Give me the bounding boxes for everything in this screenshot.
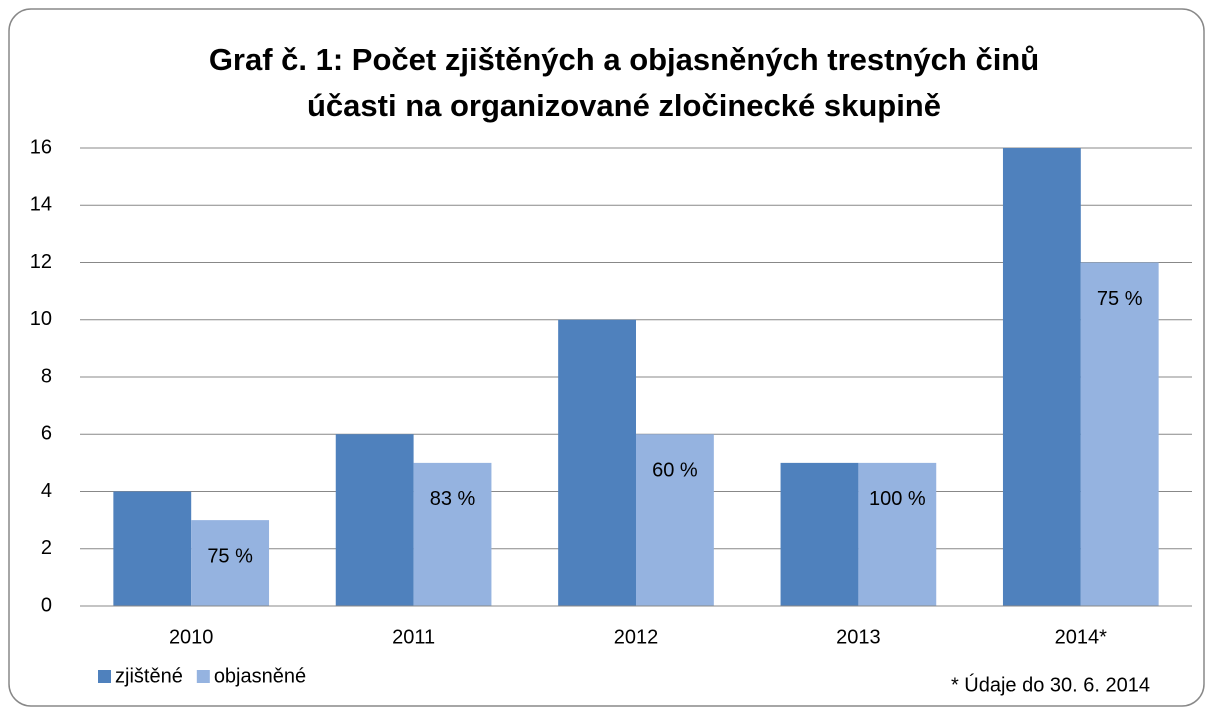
bar [113, 491, 192, 606]
y-tick-label: 6 [41, 423, 52, 445]
bar [858, 462, 937, 606]
bar [1080, 262, 1159, 606]
bar-annotation: 83 % [430, 488, 476, 510]
y-tick-label: 10 [30, 308, 52, 330]
legend-swatch [196, 670, 210, 683]
y-tick-label: 2 [41, 537, 52, 559]
bar-annotation: 75 % [207, 545, 253, 567]
y-tick-label: 4 [41, 480, 52, 502]
x-tick-label: 2013 [836, 626, 881, 648]
bar [558, 319, 636, 606]
legend-swatch [98, 670, 111, 683]
y-tick-label: 14 [30, 194, 52, 216]
bar-annotation: 100 % [869, 488, 926, 510]
x-tick-label: 2010 [169, 626, 214, 648]
chart-title: Graf č. 1: Počet zjištěných a objasněnýc… [209, 42, 1039, 77]
x-tick-label: 2011 [392, 626, 435, 648]
x-tick-label: 2012 [614, 626, 659, 648]
bar [191, 520, 270, 606]
bar [1002, 148, 1081, 606]
bar-annotation: 60 % [652, 460, 698, 482]
bar-annotation: 75 % [1097, 288, 1143, 310]
legend-label: zjištěné [115, 665, 183, 687]
bar [780, 462, 859, 606]
x-tick-label: 2014* [1055, 626, 1107, 648]
bar [636, 434, 714, 606]
y-tick-label: 8 [41, 365, 52, 387]
bar [413, 462, 492, 606]
legend-label: objasněné [214, 665, 306, 687]
footnote: * Údaje do 30. 6. 2014 [951, 673, 1150, 696]
chart-title: účasti na organizované zločinecké skupin… [307, 88, 941, 123]
y-tick-label: 12 [30, 251, 52, 273]
y-tick-label: 0 [41, 594, 52, 616]
bar [335, 434, 414, 606]
y-tick-label: 16 [30, 136, 52, 158]
